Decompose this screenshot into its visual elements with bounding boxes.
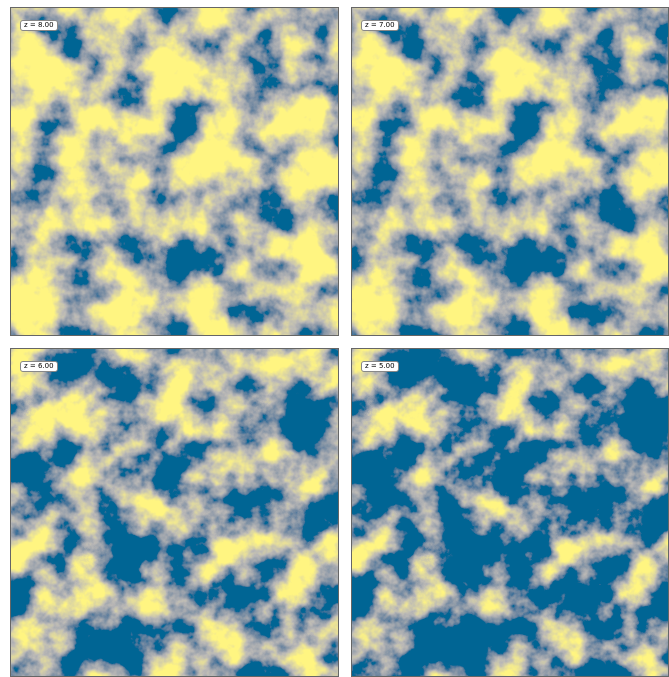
redshift-label: z = 8.00 <box>20 20 58 31</box>
density-map <box>352 349 668 676</box>
density-field <box>352 349 668 676</box>
map-panel: z = 5.00 <box>351 348 669 677</box>
figure: z = 8.00 z = 7.00 z = 6.00 z = 5.00 (() … <box>0 0 669 677</box>
redshift-label: z = 7.00 <box>361 20 399 31</box>
density-field <box>11 8 338 335</box>
map-panel: z = 8.00 <box>10 7 339 336</box>
density-map <box>11 8 338 335</box>
density-map <box>11 349 338 676</box>
map-panel: z = 6.00 <box>10 348 339 677</box>
redshift-label: z = 5.00 <box>361 361 399 372</box>
density-field <box>352 8 668 335</box>
density-field <box>11 349 338 676</box>
density-map <box>352 8 668 335</box>
map-panel: z = 7.00 <box>351 7 669 336</box>
redshift-label: z = 6.00 <box>20 361 58 372</box>
